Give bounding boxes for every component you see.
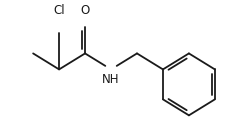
Text: O: O: [80, 4, 90, 17]
Text: NH: NH: [102, 73, 120, 86]
Text: Cl: Cl: [53, 4, 65, 17]
